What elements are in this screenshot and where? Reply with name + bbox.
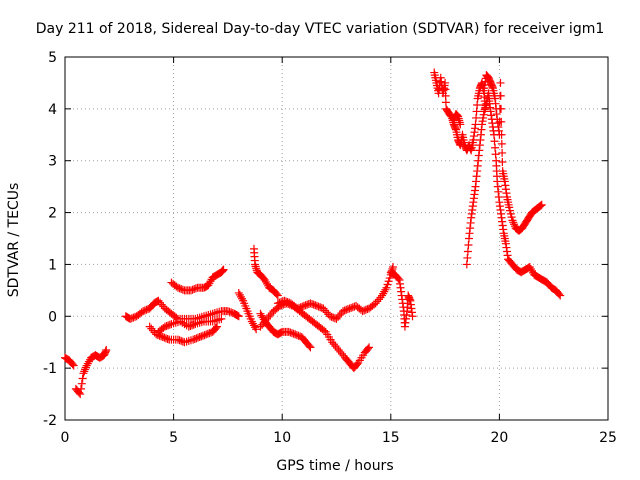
data-point (75, 388, 84, 397)
data-point (238, 294, 247, 303)
data-point (210, 316, 219, 325)
data-point (81, 363, 90, 372)
data-point (80, 367, 89, 376)
data-point (163, 334, 172, 343)
data-point (186, 336, 195, 345)
data-point (380, 287, 389, 296)
data-point (497, 104, 506, 113)
x-tick-label: 5 (169, 430, 178, 446)
data-point (78, 374, 87, 383)
data-point (306, 343, 315, 352)
y-tick-label: 5 (48, 50, 57, 66)
y-tick-label: 2 (48, 206, 57, 222)
y-tick-label: 3 (48, 154, 57, 170)
data-point (498, 158, 507, 167)
data-points (61, 68, 565, 399)
x-axis-label: GPS time / hours (276, 458, 393, 474)
y-tick-label: -1 (43, 361, 57, 377)
data-point (68, 360, 77, 369)
data-point (195, 318, 204, 327)
data-point (498, 148, 507, 157)
data-point (408, 312, 417, 321)
data-point (510, 220, 519, 229)
data-point (508, 216, 517, 225)
y-tick-label: 0 (48, 309, 57, 325)
y-axis-label: SDTVAR / TECUs (6, 183, 22, 298)
data-point (213, 316, 222, 325)
data-point (77, 379, 86, 388)
data-point (189, 320, 198, 329)
x-tick-label: 20 (490, 430, 508, 446)
data-point (234, 312, 243, 321)
data-point (497, 139, 506, 148)
data-point (496, 78, 505, 87)
data-point (252, 325, 261, 334)
x-axis-ticks: 0 5 10 15 20 25 (61, 57, 617, 446)
x-tick-label: 25 (599, 430, 617, 446)
data-point (273, 291, 282, 300)
x-tick-label: 0 (61, 430, 70, 446)
grid-lines (65, 57, 608, 420)
y-tick-label: -2 (43, 413, 57, 429)
x-tick-label: 10 (273, 430, 291, 446)
data-point (251, 323, 260, 332)
data-point (77, 384, 86, 393)
data-point (536, 202, 545, 211)
plot-frame (64, 56, 609, 421)
x-tick-label: 15 (382, 430, 400, 446)
y-tick-label: 1 (48, 257, 57, 273)
data-point (79, 369, 88, 378)
data-point (497, 117, 506, 126)
data-point (537, 200, 546, 209)
data-point (215, 315, 224, 324)
data-point (217, 314, 226, 323)
data-point (233, 311, 242, 320)
data-point (456, 120, 465, 129)
data-point (193, 319, 202, 328)
data-point (509, 218, 518, 227)
data-point (381, 285, 390, 294)
data-point (213, 308, 222, 317)
chart-title: Day 211 of 2018, Sidereal Day-to-day VTE… (36, 21, 605, 37)
data-point (536, 201, 545, 210)
data-point (76, 390, 85, 399)
data-point (365, 343, 374, 352)
data-point (497, 130, 506, 139)
data-point (272, 290, 281, 299)
data-point (81, 365, 90, 374)
data-point (219, 265, 228, 274)
data-point (556, 291, 565, 300)
y-tick-label: 4 (48, 102, 57, 118)
data-point (165, 320, 174, 329)
data-point (211, 323, 220, 332)
data-point (496, 91, 505, 100)
data-point (305, 342, 314, 351)
data-point (182, 337, 191, 346)
data-point (206, 310, 215, 319)
data-point (555, 290, 564, 299)
data-point (69, 361, 78, 370)
data-point (394, 274, 403, 283)
data-point (215, 307, 224, 316)
data-point (184, 336, 193, 345)
data-point (363, 344, 372, 353)
y-axis-ticks: -2 -1 0 1 2 3 4 5 (43, 50, 608, 429)
data-point (102, 345, 111, 354)
